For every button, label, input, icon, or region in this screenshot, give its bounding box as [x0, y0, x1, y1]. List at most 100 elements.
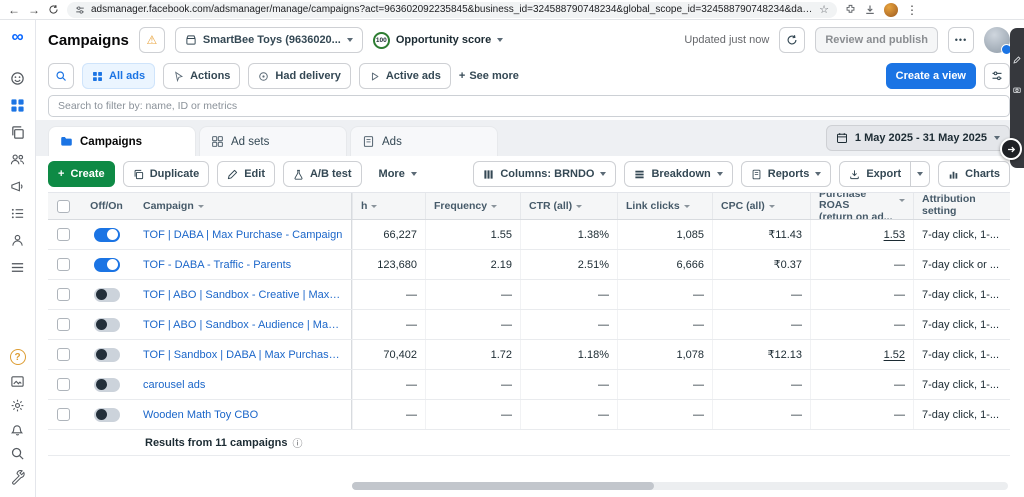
table-row[interactable]: carousel ads — — — — — — 7-day click, 1-…	[48, 370, 1010, 400]
row-checkbox[interactable]	[57, 258, 70, 271]
extension-fab-button[interactable]	[1000, 138, 1022, 160]
row-checkbox[interactable]	[57, 228, 70, 241]
ab-test-button[interactable]: A/B test	[283, 161, 362, 187]
duplicate-button[interactable]: Duplicate	[123, 161, 210, 187]
tab-ads[interactable]: Ads	[350, 126, 498, 156]
campaign-link[interactable]: TOF | ABO | Sandbox - Audience | Max Pur…	[143, 319, 343, 331]
tools-wrench-icon[interactable]	[10, 470, 25, 485]
columns-button[interactable]: Columns: BRNDO	[473, 161, 616, 187]
create-button[interactable]: + Create	[48, 161, 115, 187]
row-checkbox[interactable]	[57, 348, 70, 361]
row-checkbox[interactable]	[57, 288, 70, 301]
tab-ad-sets[interactable]: Ad sets	[199, 126, 347, 156]
row-checkbox[interactable]	[57, 318, 70, 331]
campaign-link[interactable]: Wooden Math Toy CBO	[143, 409, 258, 421]
campaign-link[interactable]: carousel ads	[143, 379, 205, 391]
column-frequency[interactable]: Frequency	[425, 193, 520, 219]
site-settings-icon[interactable]	[75, 5, 85, 15]
ext-pencil-icon[interactable]	[1013, 56, 1021, 64]
column-purchase-roas[interactable]: Purchase ROAS (return on ad...	[810, 193, 913, 219]
profile-avatar[interactable]	[984, 27, 1010, 53]
billing-icon[interactable]	[10, 206, 25, 221]
campaign-toggle[interactable]	[94, 288, 120, 302]
breakdown-button[interactable]: Breakdown	[624, 161, 732, 187]
select-all-checkbox[interactable]	[57, 200, 70, 213]
create-a-view-button[interactable]: Create a view	[886, 63, 976, 89]
tab-campaigns[interactable]: Campaigns	[48, 126, 196, 156]
column-cpc[interactable]: CPC (all)	[712, 193, 810, 219]
table-row[interactable]: TOF | Sandbox | DABA | Max Purchase - Ca…	[48, 340, 1010, 370]
ad-account-selector[interactable]: SmartBee Toys (9636020...	[175, 27, 363, 53]
refresh-button[interactable]	[779, 27, 805, 53]
address-bar[interactable]: adsmanager.facebook.com/adsmanager/manag…	[67, 2, 837, 18]
help-icon[interactable]: ?	[10, 349, 26, 365]
campaign-toggle[interactable]	[94, 378, 120, 392]
column-campaign[interactable]: Campaign	[135, 193, 352, 219]
search-rail-icon[interactable]	[10, 446, 25, 461]
account-overview-icon[interactable]	[10, 71, 25, 86]
download-icon[interactable]	[864, 4, 876, 16]
review-and-publish-button[interactable]: Review and publish	[815, 27, 938, 53]
see-more-button[interactable]: + See more	[459, 70, 519, 82]
advertise-icon[interactable]	[10, 179, 25, 194]
more-button[interactable]: More	[370, 161, 426, 187]
column-attribution-setting[interactable]: Attribution setting	[913, 193, 1010, 219]
account-warning-button[interactable]: ⚠	[139, 27, 165, 53]
filter-actions[interactable]: Actions	[163, 63, 240, 89]
notifications-bell-icon[interactable]	[10, 422, 25, 437]
row-checkbox[interactable]	[57, 378, 70, 391]
export-button[interactable]: Export	[839, 161, 911, 187]
search-filter-input[interactable]	[48, 95, 1010, 117]
campaigns-nav-icon[interactable]	[10, 98, 25, 113]
campaign-toggle[interactable]	[94, 258, 120, 272]
ads-reporting-icon[interactable]	[10, 125, 25, 140]
more-options-button[interactable]: •••	[948, 27, 974, 53]
filter-all-ads[interactable]: All ads	[82, 63, 155, 89]
column-link-clicks[interactable]: Link clicks	[617, 193, 712, 219]
column-off-on[interactable]: Off/On	[78, 193, 135, 219]
campaign-link[interactable]: TOF - DABA - Traffic - Parents	[143, 259, 291, 271]
campaign-link[interactable]: TOF | DABA | Max Purchase - Campaign	[143, 229, 342, 241]
row-checkbox[interactable]	[57, 408, 70, 421]
charts-button[interactable]: Charts	[938, 161, 1010, 187]
settings-gear-icon[interactable]	[10, 398, 25, 413]
column-ctr[interactable]: CTR (all)	[520, 193, 617, 219]
filter-had-delivery[interactable]: Had delivery	[248, 63, 350, 89]
extension-icon[interactable]	[845, 4, 856, 15]
campaign-link[interactable]: TOF | ABO | Sandbox - Creative | Max Pur…	[143, 289, 343, 301]
back-icon[interactable]: ←	[8, 4, 20, 16]
table-row[interactable]: Wooden Math Toy CBO — — — — — — 7-day cl…	[48, 400, 1010, 430]
all-tools-icon[interactable]	[10, 260, 25, 275]
campaign-toggle[interactable]	[94, 228, 120, 242]
edit-button[interactable]: Edit	[217, 161, 275, 187]
scrollbar-thumb[interactable]	[352, 482, 654, 490]
ext-camera-icon[interactable]	[1013, 86, 1021, 94]
horizontal-scrollbar[interactable]	[352, 482, 1008, 490]
reports-button[interactable]: Reports	[741, 161, 832, 187]
campaign-toggle[interactable]	[94, 318, 120, 332]
bookmark-star-icon[interactable]: ☆	[819, 3, 829, 16]
date-range-picker[interactable]: 1 May 2025 - 31 May 2025	[826, 125, 1010, 151]
table-row[interactable]: TOF | ABO | Sandbox - Audience | Max Pur…	[48, 310, 1010, 340]
filter-active-ads[interactable]: Active ads	[359, 63, 451, 89]
meta-logo-icon[interactable]: ∞	[11, 28, 23, 45]
events-manager-icon[interactable]	[10, 233, 25, 248]
campaign-link[interactable]: TOF | Sandbox | DABA | Max Purchase - Ca…	[143, 349, 343, 361]
column-reach-truncated[interactable]: h	[352, 193, 425, 219]
table-row[interactable]: TOF | DABA | Max Purchase - Campaign 66,…	[48, 220, 1010, 250]
browser-menu-icon[interactable]: ⋮	[906, 4, 918, 16]
campaign-toggle[interactable]	[94, 348, 120, 362]
campaign-toggle[interactable]	[94, 408, 120, 422]
export-menu-button[interactable]	[910, 161, 930, 187]
audiences-icon[interactable]	[10, 152, 25, 167]
reload-icon[interactable]	[48, 4, 59, 15]
rail-top-group	[10, 71, 25, 275]
filter-search-button[interactable]	[48, 63, 74, 89]
table-row[interactable]: TOF - DABA - Traffic - Parents 123,680 2…	[48, 250, 1010, 280]
filter-settings-button[interactable]	[984, 63, 1010, 89]
opportunity-score[interactable]: 100 Opportunity score	[373, 32, 503, 49]
table-row[interactable]: TOF | ABO | Sandbox - Creative | Max Pur…	[48, 280, 1010, 310]
browser-profile-avatar[interactable]	[884, 3, 898, 17]
forward-icon[interactable]: →	[28, 4, 40, 16]
media-library-icon[interactable]	[10, 374, 25, 389]
